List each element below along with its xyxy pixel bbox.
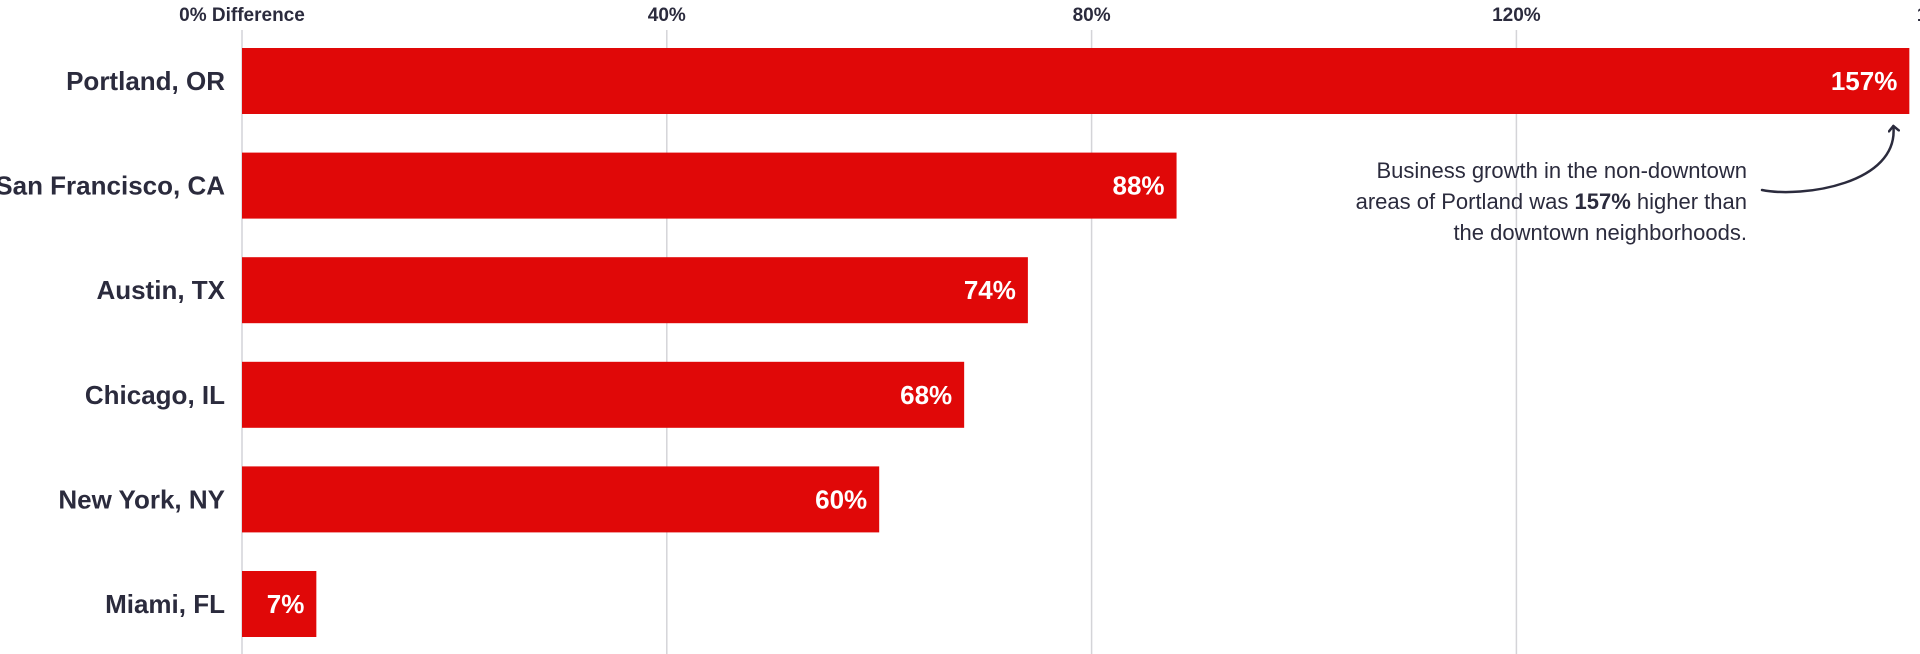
annotation-segment-2-2: 157% (1575, 189, 1631, 214)
value-label-chicago-il: 68% (900, 380, 952, 410)
tick-label-40: 40% (648, 5, 686, 26)
bar-austin-tx (242, 257, 1028, 324)
bar-new-york-ny (242, 466, 880, 533)
annotation-segment-3-1: the downtown neighborhoods. (1453, 220, 1747, 245)
value-label-portland-or: 157% (1831, 66, 1898, 96)
category-label-miami-fl: Miami, FL (105, 589, 225, 619)
category-label-austin-tx: Austin, TX (96, 275, 225, 305)
category-label-portland-or: Portland, OR (66, 66, 225, 96)
tick-label-160: 160% (1917, 5, 1920, 26)
value-label-austin-tx: 74% (964, 275, 1016, 305)
gridlines (241, 30, 1518, 654)
x-axis-ticks: 0% Difference 40% 80% 120% 160% (179, 5, 1920, 26)
bar-chicago-il (242, 361, 965, 428)
value-label-miami-fl: 7% (267, 589, 305, 619)
value-label-new-york-ny: 60% (815, 484, 867, 514)
tick-label-0: 0% Difference (179, 5, 305, 26)
annotation-line-1: Business growth in the non-downtown (1376, 158, 1747, 183)
tick-label-120: 120% (1492, 5, 1541, 26)
category-label-san-francisco-ca: San Francisco, CA (0, 171, 225, 201)
bar-portland-or (242, 48, 1910, 114)
annotation: Business growth in the non-downtown areas… (1356, 124, 1894, 245)
value-label-san-francisco-ca: 88% (1113, 171, 1165, 201)
annotation-segment-1-1: Business growth in the non-downtown (1376, 158, 1747, 183)
category-label-new-york-ny: New York, NY (58, 484, 225, 514)
annotation-segment-2-3: higher than (1631, 189, 1747, 214)
annotation-line-3: the downtown neighborhoods. (1453, 220, 1747, 245)
category-label-chicago-il: Chicago, IL (85, 380, 225, 410)
bar-miami-fl (242, 571, 317, 637)
bars: Portland, OR 157% San Francisco, CA 88% Aust… (0, 48, 1910, 637)
annotation-arrow (1760, 124, 1894, 194)
bar-san-francisco-ca (242, 152, 1177, 219)
annotation-segment-2-1: areas of Portland was (1356, 189, 1575, 214)
tick-label-80: 80% (1073, 5, 1111, 26)
annotation-line-2: areas of Portland was 157% higher than (1356, 189, 1747, 214)
